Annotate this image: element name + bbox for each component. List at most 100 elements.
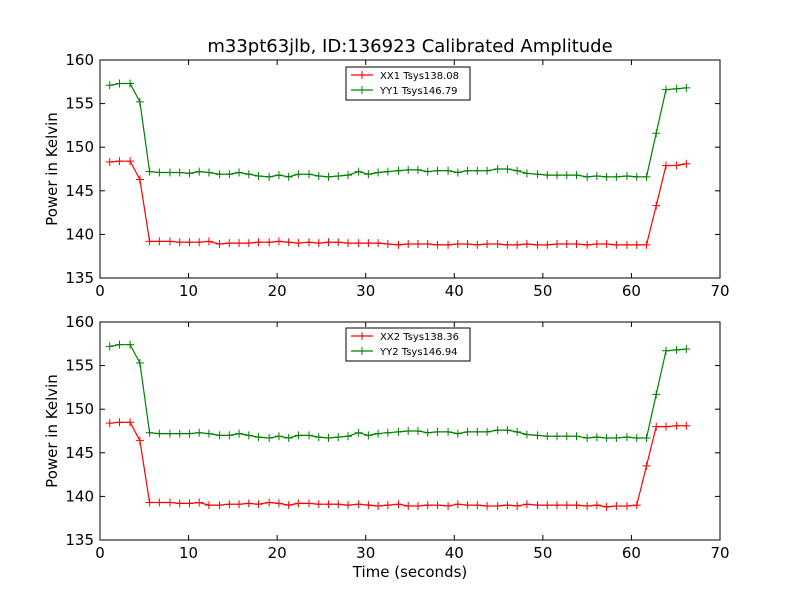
x-axis-label: Time (seconds): [352, 563, 468, 581]
data-point: [374, 239, 383, 248]
data-point: [314, 239, 323, 248]
data-point: [623, 171, 631, 180]
data-point: [284, 501, 293, 510]
data-point: [533, 501, 542, 510]
data-point: [493, 239, 502, 248]
data-point: [543, 171, 552, 180]
data-point: [503, 240, 512, 249]
legend-marker: [358, 347, 366, 355]
data-point: [583, 240, 592, 249]
data-point: [175, 238, 184, 247]
data-point: [215, 239, 224, 248]
x-tick-label: 70: [710, 544, 729, 562]
data-point: [394, 427, 403, 436]
data-point: [126, 79, 135, 88]
data-point: [661, 422, 670, 431]
data-point: [612, 501, 621, 510]
data-point: [344, 239, 352, 248]
data-point: [413, 165, 422, 174]
data-point: [225, 170, 234, 179]
legend-label: XX1 Tsys138.08: [380, 71, 459, 82]
data-point: [244, 499, 253, 508]
data-point: [324, 500, 333, 509]
data-point: [135, 358, 144, 367]
y-axis-label: Power in Kelvin: [43, 112, 61, 226]
data-point: [165, 429, 174, 438]
x-tick-label: 30: [356, 544, 375, 562]
y-tick-label: 150: [65, 400, 94, 418]
data-point: [265, 238, 274, 247]
data-point: [225, 239, 234, 248]
data-point: [453, 168, 462, 177]
data-point: [682, 421, 691, 430]
data-point: [145, 167, 154, 176]
data-point: [562, 239, 571, 248]
data-point: [305, 170, 314, 179]
data-point: [533, 240, 542, 249]
data-point: [632, 433, 641, 442]
x-tick-label: 50: [533, 282, 552, 300]
data-point: [374, 501, 383, 510]
data-point: [513, 501, 522, 510]
data-point: [483, 501, 492, 510]
data-point: [284, 238, 293, 247]
data-point: [244, 170, 253, 179]
x-tick-label: 10: [179, 282, 198, 300]
y-tick-label: 140: [65, 225, 94, 243]
data-point: [314, 433, 323, 442]
data-point: [413, 427, 422, 435]
data-point: [612, 172, 621, 181]
data-point: [543, 240, 552, 249]
data-point: [592, 171, 601, 180]
data-point: [115, 418, 124, 427]
data-point: [195, 428, 204, 437]
data-point: [274, 237, 283, 246]
data-point: [265, 498, 274, 507]
data-point: [185, 429, 194, 438]
data-point: [522, 430, 531, 439]
data-point: [254, 500, 263, 509]
data-point: [235, 168, 244, 177]
data-point: [334, 171, 343, 180]
legend-box: [345, 327, 471, 362]
data-point: [374, 429, 383, 438]
data-point: [592, 501, 601, 510]
data-point: [632, 240, 641, 249]
x-tick-label: 50: [533, 544, 552, 562]
data-point: [483, 166, 492, 175]
data-point: [682, 159, 691, 168]
x-tick-label: 20: [268, 544, 287, 562]
data-point: [175, 168, 184, 177]
data-point: [493, 165, 502, 173]
data-point: [354, 428, 363, 437]
x-tick-label: 40: [445, 544, 464, 562]
data-point: [433, 166, 442, 175]
data-point: [244, 431, 253, 440]
data-point: [632, 501, 641, 510]
data-point: [672, 161, 681, 170]
data-point: [165, 498, 174, 507]
data-point: [404, 501, 413, 510]
data-point: [483, 239, 492, 248]
data-point: [155, 429, 164, 438]
data-point: [652, 129, 661, 138]
data-point: [215, 501, 224, 510]
data-point: [602, 502, 611, 511]
x-tick-label: 60: [622, 282, 641, 300]
data-point: [324, 433, 333, 442]
data-point: [652, 390, 661, 399]
data-point: [394, 166, 403, 175]
data-point: [204, 501, 213, 510]
data-point: [314, 500, 323, 509]
legend-label: YY1 Tsys146.79: [379, 86, 458, 97]
y-tick-label: 140: [65, 487, 94, 505]
data-point: [155, 168, 164, 177]
data-point: [572, 432, 581, 441]
data-point: [562, 501, 571, 510]
data-point: [145, 428, 154, 437]
data-point: [305, 499, 314, 508]
data-point: [623, 240, 631, 249]
data-point: [126, 418, 135, 427]
data-point: [254, 433, 263, 442]
